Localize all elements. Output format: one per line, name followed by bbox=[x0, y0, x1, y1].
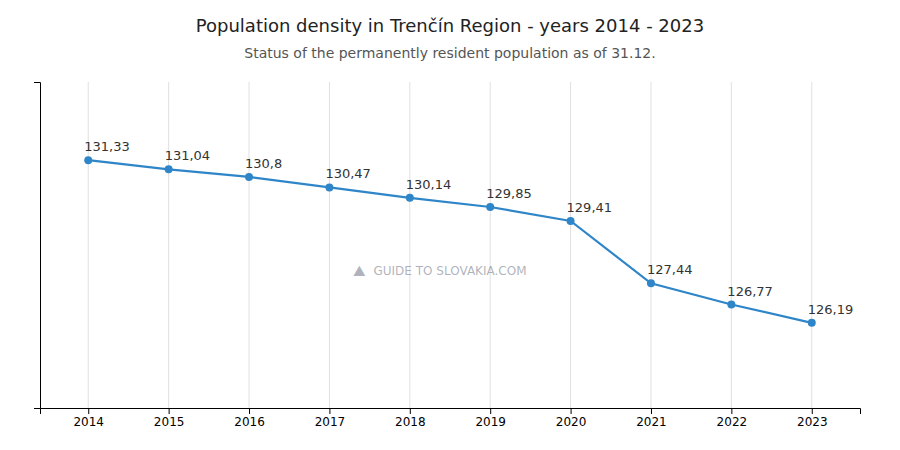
x-tick-mark bbox=[571, 408, 572, 414]
x-tick: 2023 bbox=[797, 408, 828, 429]
x-tick-mark bbox=[812, 408, 813, 414]
data-label: 130,47 bbox=[325, 166, 371, 181]
x-tick-label: 2016 bbox=[234, 415, 265, 429]
data-label: 127,44 bbox=[647, 262, 693, 277]
point bbox=[567, 217, 575, 225]
x-tick-label: 2014 bbox=[73, 415, 104, 429]
line bbox=[88, 160, 812, 323]
x-tick-mark bbox=[410, 408, 411, 414]
x-tick-mark bbox=[329, 408, 330, 414]
data-label: 129,41 bbox=[567, 200, 613, 215]
y-axis bbox=[34, 83, 41, 409]
subtitle: Status of the permanently resident popul… bbox=[244, 45, 655, 61]
marks bbox=[84, 156, 816, 327]
data-label: 126,77 bbox=[727, 284, 773, 299]
data-label: 130,14 bbox=[406, 177, 452, 192]
y-axis-line bbox=[34, 83, 41, 409]
plot: ⛰GUIDE TO SLOVAKIA.COM201420152016201720… bbox=[34, 82, 861, 429]
x-tick-mark bbox=[88, 408, 89, 414]
x-axis: 2014 2015 2016 2017 2018 2019 2020 2021 2022 2023 bbox=[41, 408, 861, 429]
grid-line bbox=[168, 82, 169, 408]
grid-line bbox=[811, 82, 812, 408]
point bbox=[84, 156, 92, 164]
watermark: ⛰ GUIDE TO SLOVAKIA.COM bbox=[353, 262, 527, 280]
grid bbox=[88, 82, 812, 408]
grid-line bbox=[650, 82, 651, 408]
x-tick-mark bbox=[490, 408, 491, 414]
x-tick: 2020 bbox=[556, 408, 587, 429]
x-tick-mark bbox=[169, 408, 170, 414]
x-tick-label: 2020 bbox=[556, 415, 587, 429]
watermark-text: GUIDE TO SLOVAKIA.COM bbox=[373, 264, 526, 278]
x-axis-line bbox=[41, 409, 861, 415]
x-tick: 2014 bbox=[73, 408, 104, 429]
grid-line bbox=[570, 82, 571, 408]
x-tick: 2018 bbox=[395, 408, 426, 429]
grid-line bbox=[409, 82, 410, 408]
x-tick: 2016 bbox=[234, 408, 265, 429]
x-tick-label: 2021 bbox=[636, 415, 667, 429]
grid-line bbox=[329, 82, 330, 408]
data-label: 131,04 bbox=[165, 148, 211, 163]
x-tick-label: 2019 bbox=[475, 415, 506, 429]
grid-line bbox=[490, 82, 491, 408]
x-tick-mark bbox=[731, 408, 732, 414]
point bbox=[727, 301, 735, 309]
data-label: 129,85 bbox=[486, 186, 531, 201]
x-tick: 2019 bbox=[475, 408, 506, 429]
grid-line bbox=[731, 82, 732, 408]
point bbox=[486, 203, 494, 211]
watermark-icon: ⛰ bbox=[353, 262, 366, 280]
grid-line bbox=[88, 82, 89, 408]
data-labels: 131,33 131,04 130,8 130,47 130,14 129,85 129,4… bbox=[84, 139, 853, 317]
x-tick-label: 2015 bbox=[154, 415, 185, 429]
grid-line bbox=[249, 82, 250, 408]
point bbox=[245, 173, 253, 181]
x-tick-label: 2017 bbox=[315, 415, 346, 429]
point bbox=[325, 183, 333, 191]
point bbox=[808, 319, 816, 327]
x-tick-label: 2023 bbox=[797, 415, 828, 429]
point bbox=[165, 165, 173, 173]
x-tick-label: 2022 bbox=[717, 415, 748, 429]
x-tick-mark bbox=[249, 408, 250, 414]
data-label: 126,19 bbox=[808, 302, 854, 317]
title: Population density in Trenčín Region - y… bbox=[196, 15, 704, 36]
x-tick: 2017 bbox=[315, 408, 346, 429]
data-label: 130,8 bbox=[245, 156, 282, 171]
point bbox=[406, 194, 414, 202]
x-tick: 2021 bbox=[636, 408, 667, 429]
x-tick-mark bbox=[651, 408, 652, 414]
x-tick-label: 2018 bbox=[395, 415, 426, 429]
point bbox=[647, 279, 655, 287]
x-tick: 2022 bbox=[717, 408, 748, 429]
chart: Population density in Trenčín Region - y… bbox=[0, 0, 900, 450]
x-tick: 2015 bbox=[154, 408, 185, 429]
data-label: 131,33 bbox=[84, 139, 130, 154]
